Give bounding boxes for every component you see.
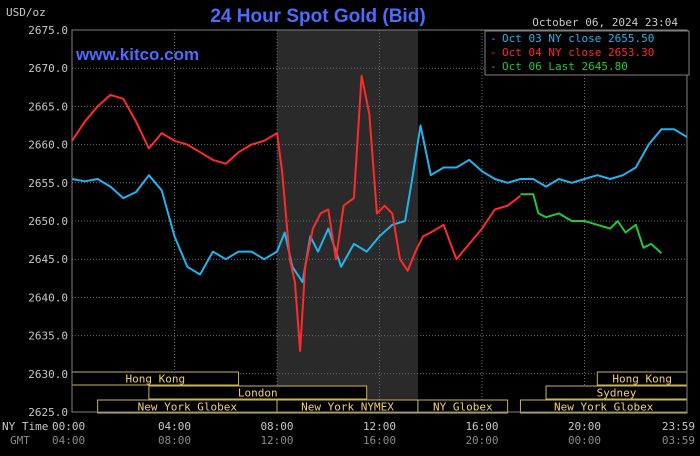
x-tick-gmt: 03:59 bbox=[662, 434, 695, 447]
session-label: London bbox=[238, 387, 278, 400]
series-line-0 bbox=[71, 124, 688, 284]
legend-marker-oct03: - bbox=[490, 32, 497, 45]
legend: - Oct 03 NY close 2655.50 - Oct 04 NY cl… bbox=[484, 30, 690, 76]
x-tick-ny: 00:00 bbox=[52, 420, 85, 433]
series-line-2 bbox=[520, 193, 663, 254]
y-tick-label: 2630.0 bbox=[28, 368, 68, 381]
y-tick-label: 2645.0 bbox=[28, 253, 68, 266]
session-label: Hong Kong bbox=[612, 373, 672, 386]
site-url: www.kitco.com bbox=[75, 45, 199, 64]
chart-datetime: October 06, 2024 23:04 bbox=[532, 16, 678, 29]
session-label: New York NYMEX bbox=[301, 401, 394, 414]
x-tick-gmt: 00:00 bbox=[568, 434, 601, 447]
y-tick-label: 2670.0 bbox=[28, 62, 68, 75]
row-label-gmt: GMT bbox=[10, 434, 30, 447]
y-axis-unit: USD/oz bbox=[6, 6, 46, 19]
series-lines bbox=[71, 74, 688, 352]
x-tick-ny: 23:59 bbox=[662, 420, 695, 433]
y-tick-label: 2640.0 bbox=[28, 291, 68, 304]
legend-marker-oct06: - bbox=[490, 60, 497, 73]
legend-marker-oct04: - bbox=[490, 46, 497, 59]
x-tick-ny: 08:00 bbox=[260, 420, 293, 433]
x-tick-ny: 12:00 bbox=[363, 420, 396, 433]
y-tick-label: 2665.0 bbox=[28, 100, 68, 113]
y-axis: 2675.0 2670.0 2665.0 2660.0 2655.0 2650.0 2645… bbox=[28, 24, 68, 419]
legend-box bbox=[484, 30, 690, 76]
x-tick-gmt: 08:00 bbox=[158, 434, 191, 447]
session-label: Hong Kong bbox=[125, 373, 185, 386]
series-line-1 bbox=[71, 74, 522, 352]
session-label: New York Globex bbox=[138, 401, 238, 414]
x-tick-ny: 16:00 bbox=[465, 420, 498, 433]
plot-frame bbox=[71, 29, 688, 413]
y-tick-label: 2675.0 bbox=[28, 24, 68, 37]
y-tick-label: 2650.0 bbox=[28, 215, 68, 228]
session-bar bbox=[417, 399, 509, 414]
session-bar bbox=[148, 385, 368, 400]
session-label: Sydney bbox=[597, 387, 637, 400]
x-tick-gmt: 12:00 bbox=[260, 434, 293, 447]
y-tick-label: 2660.0 bbox=[28, 139, 68, 152]
y-tick-label: 2635.0 bbox=[28, 330, 68, 343]
legend-entry-oct06: Oct 06 Last 2645.80 bbox=[502, 60, 628, 73]
x-tick-ny: 04:00 bbox=[158, 420, 191, 433]
row-label-ny-time: NY Time bbox=[2, 420, 48, 433]
session-label: New York Globex bbox=[554, 401, 654, 414]
x-tick-gmt: 16:00 bbox=[363, 434, 396, 447]
x-tick-gmt: 20:00 bbox=[465, 434, 498, 447]
x-axis: 00:0004:0004:0008:0008:0012:0012:0016:00… bbox=[52, 420, 695, 447]
x-tick-gmt: 04:00 bbox=[52, 434, 85, 447]
legend-entry-oct04: Oct 04 NY close 2653.30 bbox=[502, 46, 654, 59]
session-label: NY Globex bbox=[433, 401, 493, 414]
y-tick-label: 2625.0 bbox=[28, 406, 68, 419]
x-tick-ny: 20:00 bbox=[568, 420, 601, 433]
y-tick-label: 2655.0 bbox=[28, 177, 68, 190]
chart-title: 24 Hour Spot Gold (Bid) bbox=[210, 6, 425, 27]
legend-entry-oct03: Oct 03 NY close 2655.50 bbox=[502, 32, 654, 45]
